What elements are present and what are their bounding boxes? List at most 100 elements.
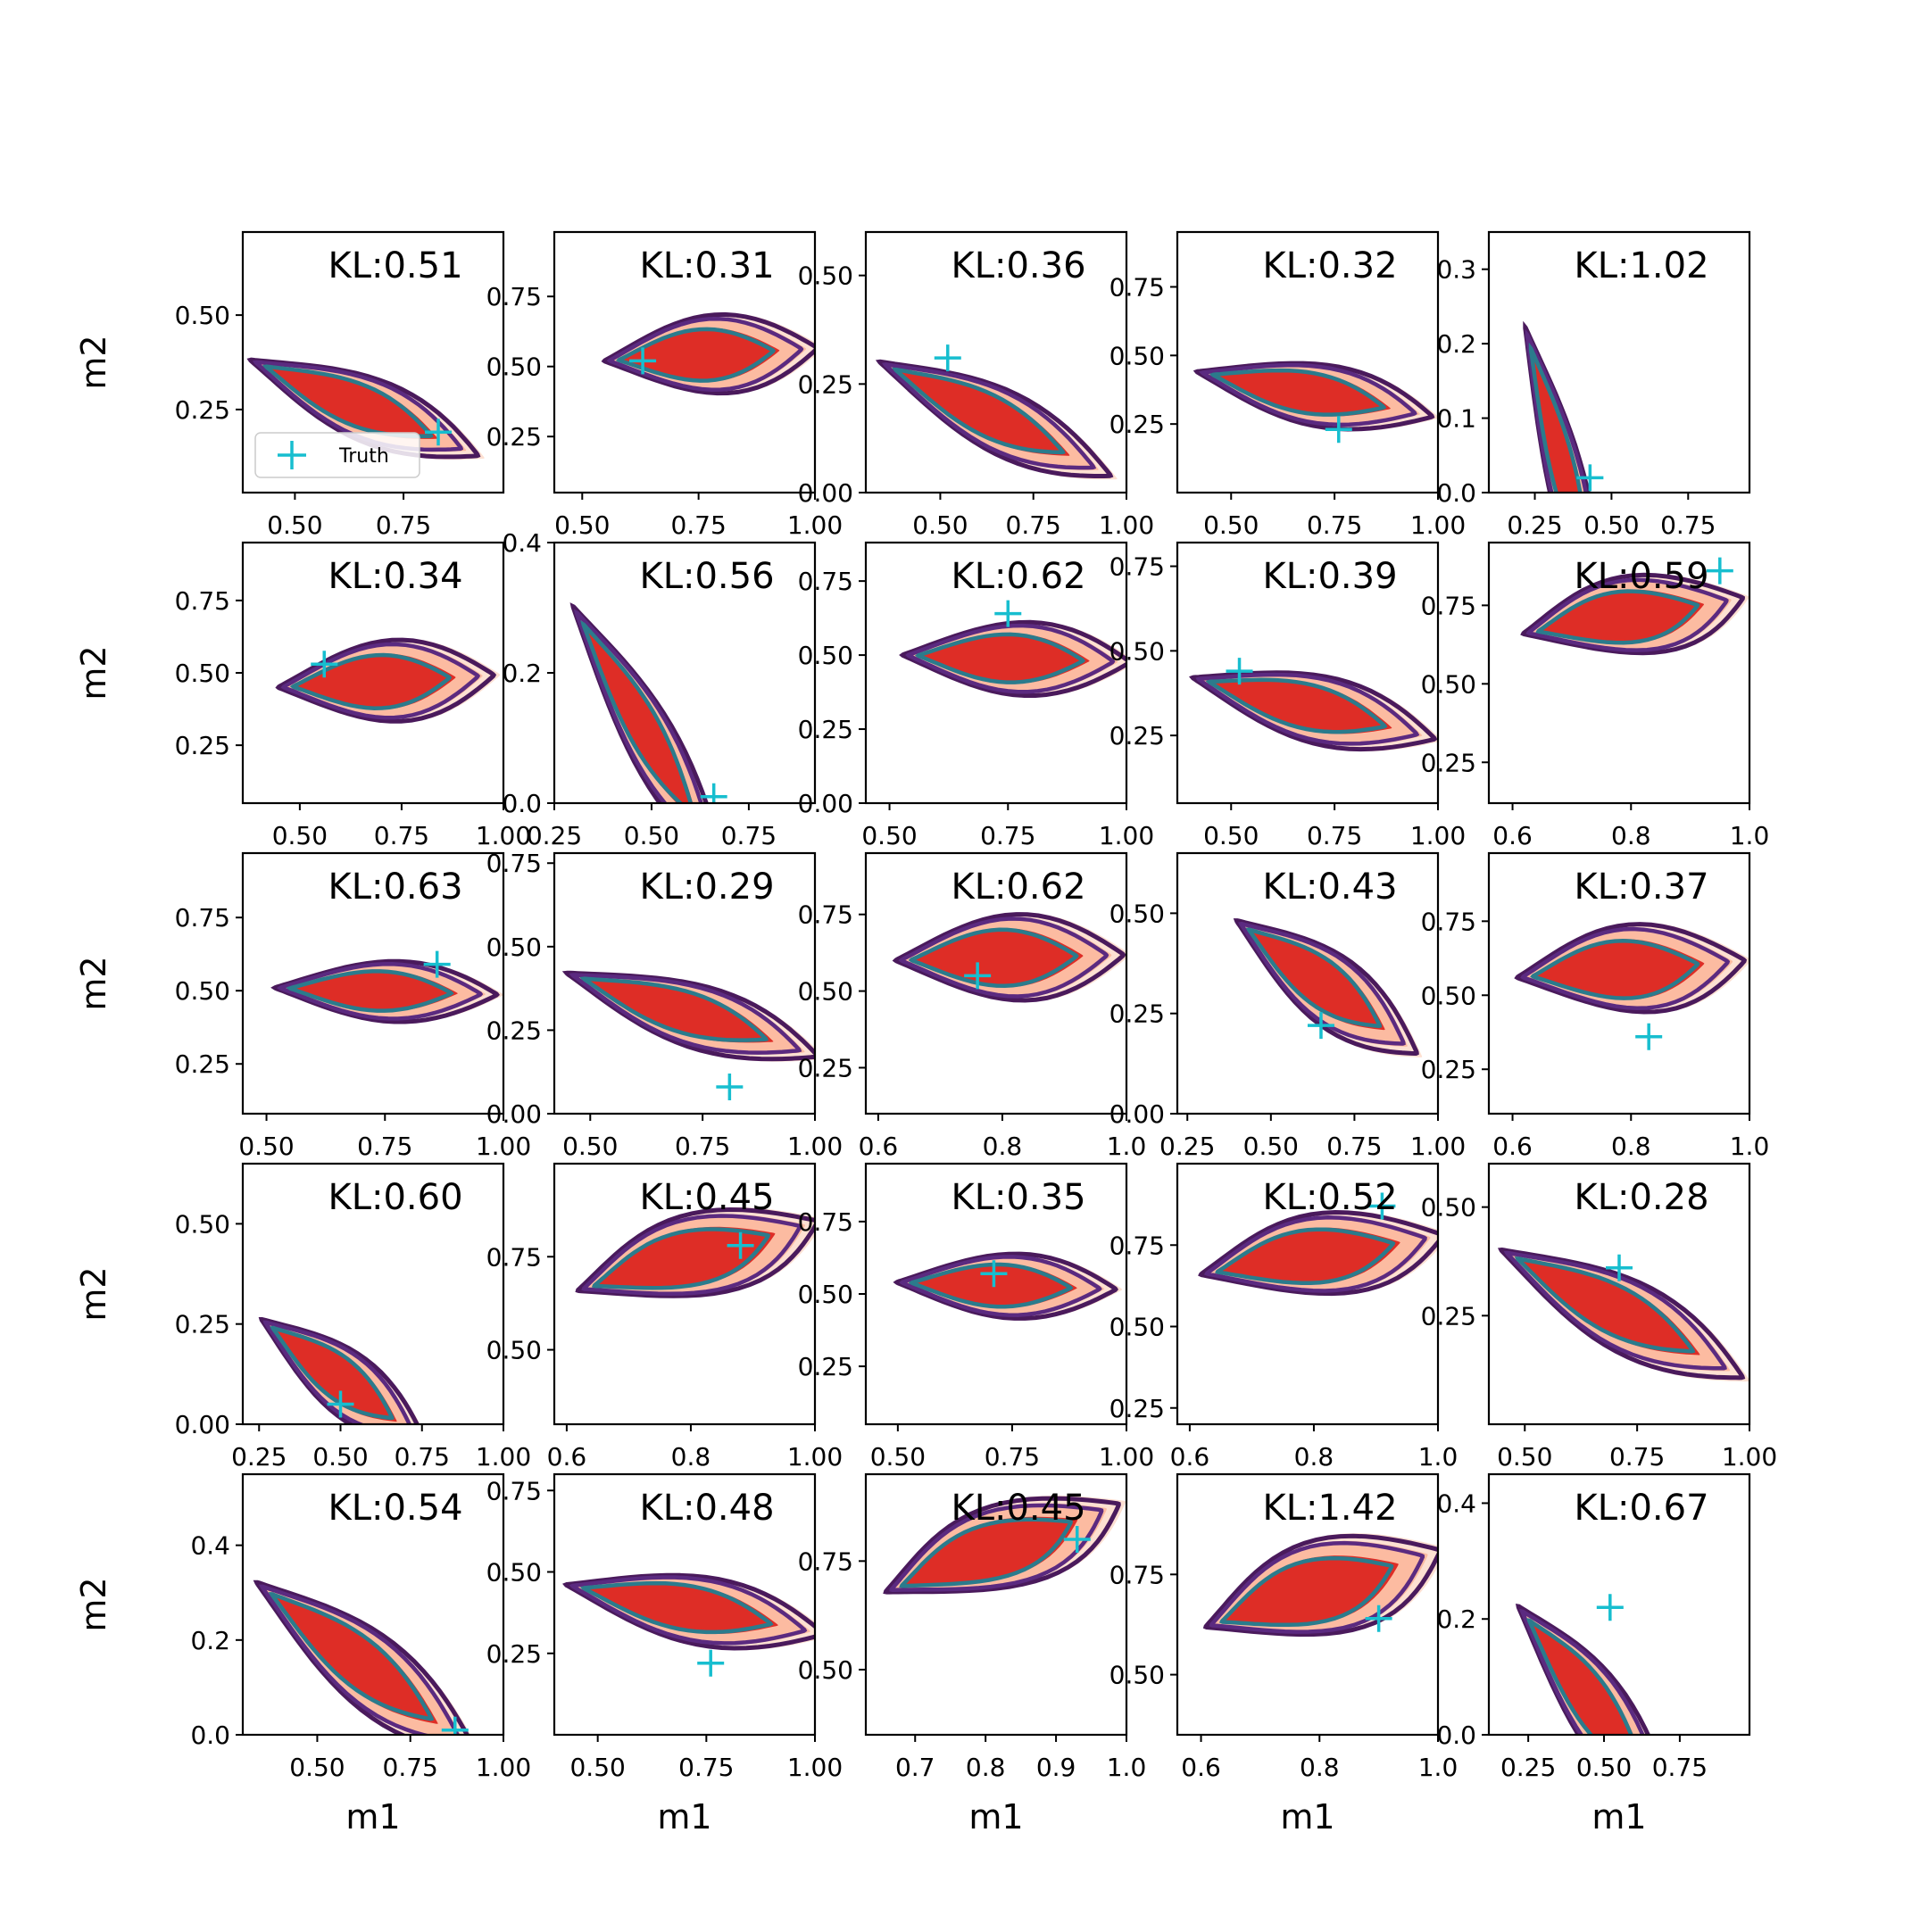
- contour-outer: [275, 637, 497, 724]
- contour-middle: [905, 623, 1116, 694]
- kl-label: KL:0.51: [328, 245, 462, 286]
- y-tick-label: 0.75: [486, 849, 542, 878]
- kl-label: KL:0.28: [1574, 1177, 1708, 1218]
- x-tick-label: 1.00: [1099, 821, 1154, 850]
- plot-area-6: [569, 602, 727, 803]
- y-axis-label: m2: [74, 645, 113, 700]
- kl-label: KL:1.42: [1262, 1488, 1397, 1529]
- y-tick-label: 0.50: [175, 301, 230, 330]
- y-tick-label: 0.50: [1109, 636, 1165, 666]
- kl-label: KL:0.48: [639, 1488, 774, 1529]
- kl-label: KL:0.60: [328, 1177, 462, 1218]
- x-axis-label: m1: [1591, 1797, 1646, 1837]
- y-tick-label: 0.50: [798, 261, 853, 291]
- x-tick-label: 0.8: [1300, 1753, 1340, 1782]
- panel-18: 0.6 0.8 1.0 0.25 0.50 0.75 KL:0.52: [1109, 1162, 1458, 1472]
- density-fill-inner: [581, 977, 774, 1043]
- x-tick-label: 0.50: [912, 510, 968, 540]
- x-tick-label: 0.75: [675, 1132, 730, 1161]
- panel-7: 0.50 0.75 1.00 0.00 0.25 0.50 0.75 KL:0.62: [798, 541, 1154, 850]
- y-tick-label: 0.50: [175, 1209, 230, 1239]
- y-tick-label: 0.25: [798, 1053, 853, 1082]
- y-tick-label: 0.75: [798, 1207, 853, 1237]
- x-tick-label: 0.75: [678, 1753, 734, 1782]
- panel-24: 0.25 0.50 0.75 0.0 0.2 0.4 KL:0.67 m1: [1436, 1472, 1751, 1837]
- y-tick-label: 0.75: [1109, 552, 1165, 582]
- plot-area-10: [270, 950, 503, 1024]
- contour-middle: [881, 362, 1097, 470]
- truth-marker: [1325, 416, 1352, 444]
- x-tick-label: 0.8: [983, 1132, 1023, 1161]
- y-tick-label: 0.2: [1436, 1604, 1476, 1634]
- y-tick-label: 0.75: [486, 282, 542, 311]
- x-tick-label: 0.50: [562, 1132, 618, 1161]
- y-tick-label: 0.25: [1109, 1394, 1165, 1423]
- x-tick-label: 0.75: [980, 821, 1035, 850]
- x-tick-label: 0.75: [1307, 821, 1362, 850]
- plot-area-14: [1514, 922, 1749, 1050]
- x-tick-label: 0.6: [547, 1442, 587, 1472]
- y-tick-label: 0.25: [175, 395, 230, 425]
- density-fill-inner: [1247, 928, 1385, 1031]
- density-fill-inner: [270, 1592, 438, 1724]
- x-tick-label: 0.6: [1181, 1753, 1221, 1782]
- y-tick-label: 0.75: [1109, 1560, 1165, 1589]
- contour-middle: [898, 916, 1109, 999]
- panel-4: 0.25 0.50 0.75 0.0 0.1 0.2 0.3 KL:1.02: [1436, 230, 1751, 540]
- plot-area-4: [1523, 320, 1604, 493]
- contour-middle: [262, 1320, 412, 1424]
- contour-inner: [1530, 938, 1700, 1000]
- contour-middle: [258, 1584, 461, 1735]
- kl-label: KL:0.54: [328, 1488, 462, 1529]
- y-tick-label: 0.75: [175, 903, 230, 933]
- axes-frame: [1176, 541, 1440, 805]
- x-axis-label: m1: [657, 1797, 711, 1837]
- x-tick-label: 0.75: [985, 1442, 1040, 1472]
- y-tick-label: 0.00: [1109, 1099, 1165, 1129]
- contour-middle: [252, 360, 464, 452]
- x-tick-label: 0.8: [1611, 1132, 1651, 1161]
- contour-middle: [1525, 328, 1589, 493]
- x-axis-label: m1: [345, 1797, 400, 1837]
- truth-marker: [1307, 1012, 1334, 1040]
- kl-label: KL:0.52: [1262, 1177, 1397, 1218]
- panel-19: 0.50 0.75 1.00 0.25 0.50 KL:0.28: [1421, 1162, 1777, 1472]
- x-tick-label: 0.75: [721, 821, 777, 850]
- x-tick-label: 0.8: [966, 1753, 1006, 1782]
- truth-marker: [700, 783, 727, 803]
- contour-outer: [1497, 1247, 1746, 1381]
- contour-inner: [268, 1592, 435, 1721]
- contour-outer: [601, 311, 815, 396]
- contour-inner: [270, 1325, 395, 1421]
- x-tick-label: 1.00: [476, 821, 531, 850]
- truth-marker: [1706, 557, 1733, 585]
- panel-20: 0.50 0.75 1.00 0.0 0.2 0.4 KL:0.54 m2 m1: [74, 1472, 531, 1837]
- y-tick-label: 0.50: [486, 933, 542, 962]
- contour-inner: [591, 1227, 770, 1290]
- density-fill-inner: [1215, 1227, 1400, 1284]
- plot-area-1: [601, 311, 815, 396]
- truth-marker: [980, 1260, 1008, 1288]
- plot-area-18: [1198, 1192, 1438, 1297]
- y-tick-label: 0.50: [798, 1280, 853, 1309]
- y-tick-label: 0.50: [798, 977, 853, 1007]
- contour-inner: [1218, 1555, 1394, 1628]
- plot-area-19: [1497, 1247, 1749, 1382]
- y-tick-label: 0.25: [1109, 999, 1165, 1029]
- y-tick-label: 0.4: [190, 1531, 230, 1561]
- x-tick-label: 0.50: [267, 510, 322, 540]
- x-tick-label: 0.8: [1611, 821, 1651, 850]
- kl-label: KL:0.39: [1262, 556, 1397, 597]
- plot-area-24: [1516, 1594, 1651, 1735]
- contour-middle: [1195, 672, 1420, 746]
- x-tick-label: 0.50: [624, 821, 679, 850]
- x-tick-label: 0.50: [312, 1442, 368, 1472]
- panel-21: 0.50 0.75 1.00 0.25 0.50 0.75 KL:0.48 m1: [486, 1472, 843, 1837]
- axes-frame: [1176, 851, 1440, 1115]
- plot-area-21: [562, 1572, 815, 1677]
- truth-marker: [441, 1716, 469, 1735]
- axes-frame: [864, 1472, 1128, 1737]
- y-tick-label: 0.25: [175, 731, 230, 760]
- y-tick-label: 0.75: [1109, 272, 1165, 302]
- truth-marker: [1368, 1192, 1396, 1220]
